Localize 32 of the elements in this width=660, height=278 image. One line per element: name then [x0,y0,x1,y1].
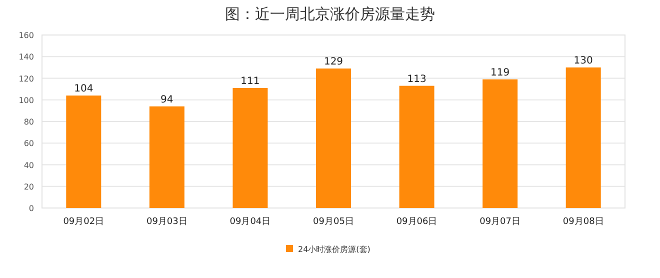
y-tick-label: 0 [28,204,34,213]
bar [399,86,434,208]
x-tick-label: 09月05日 [313,217,354,227]
data-label: 119 [490,67,510,78]
bar [316,68,351,208]
bar [232,88,268,208]
bar [66,96,102,208]
data-label: 113 [407,74,426,85]
x-tick-label: 09月02日 [63,217,104,227]
x-tick-label: 09月04日 [230,217,271,227]
y-tick-label: 100 [18,96,34,105]
bar [149,106,184,208]
y-tick-label: 60 [24,139,34,148]
data-label: 94 [160,94,174,106]
bar [482,79,518,208]
legend-label: 24小时涨价房源(套) [298,245,370,254]
x-tick-label: 09月08日 [562,217,604,227]
x-tick-label: 09月03日 [146,217,188,227]
y-tick-label: 20 [24,182,34,192]
y-tick-label: 160 [18,31,34,40]
data-label: 104 [74,84,94,95]
y-tick-label: 140 [18,52,34,62]
y-tick-label: 80 [24,118,34,126]
data-label: 111 [240,76,260,87]
chart-title: 图：近一周北京涨价房源量走势 [225,5,435,23]
y-tick-label: 40 [24,160,34,170]
bar [566,67,601,208]
y-tick-label: 120 [18,74,34,84]
x-tick-label: 09月06日 [396,217,438,227]
data-label: 130 [574,55,593,66]
x-tick-label: 09月07日 [480,217,521,227]
data-label: 129 [324,56,344,68]
